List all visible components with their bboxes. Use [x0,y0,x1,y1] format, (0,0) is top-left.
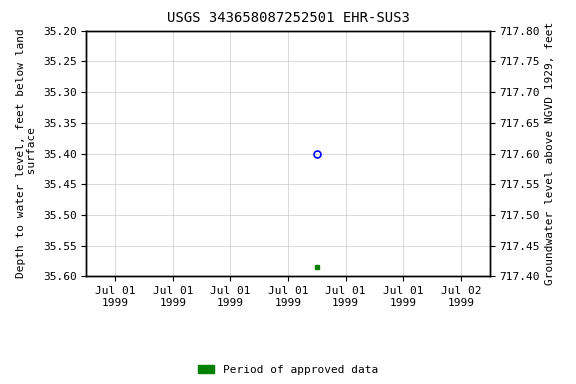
Y-axis label: Depth to water level, feet below land
 surface: Depth to water level, feet below land su… [16,29,37,278]
Legend: Period of approved data: Period of approved data [193,361,383,379]
Title: USGS 343658087252501 EHR-SUS3: USGS 343658087252501 EHR-SUS3 [166,12,410,25]
Y-axis label: Groundwater level above NGVD 1929, feet: Groundwater level above NGVD 1929, feet [545,22,555,285]
